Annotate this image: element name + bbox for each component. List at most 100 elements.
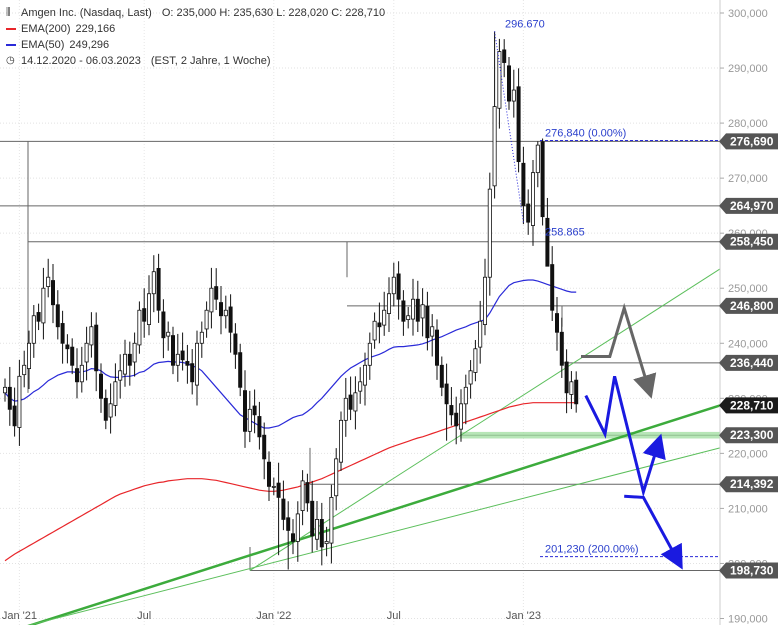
candles (3, 31, 579, 570)
price-annotations: 296.670 276,840 (0.00%) 258.865 201,230 (20… (505, 18, 639, 555)
ema200-path (4, 402, 577, 562)
candle-body (473, 348, 478, 373)
candle-body (468, 370, 473, 385)
ema50-label: EMA(50) (21, 39, 65, 51)
level-badge-bg (719, 427, 778, 444)
candle-body (242, 390, 247, 432)
candle-body (123, 353, 128, 375)
candle-body (233, 333, 238, 355)
candle-body (185, 361, 190, 366)
candle-body (377, 322, 382, 328)
candle-body (17, 375, 22, 428)
ema200-swatch (6, 28, 16, 30)
candle-body (166, 331, 171, 337)
legend-ema50-row: EMA(50) 249,296 (6, 37, 385, 53)
last-close-badge: 228,710 (730, 398, 774, 412)
candle-body (401, 300, 406, 322)
period-interval: (EST, 2 Jahre, 1 Woche) (150, 55, 271, 67)
candle-body (170, 335, 175, 366)
level-badge-bg (719, 562, 778, 579)
candle-body (425, 305, 430, 339)
candle-body (36, 312, 41, 322)
candle-body (386, 293, 391, 314)
candle-body (214, 286, 219, 300)
trend-line-main (27, 404, 721, 625)
price-annotation: 258.865 (545, 226, 585, 238)
candle-body (382, 309, 387, 326)
candle-body (94, 324, 99, 372)
candle-body (310, 500, 315, 537)
x-tick-label: Jan '23 (506, 610, 541, 622)
candle-body (550, 264, 555, 311)
candle-body (502, 49, 507, 63)
candle-body (540, 141, 545, 218)
y-tick-label: 240,000 (728, 338, 768, 350)
candle-body (65, 344, 70, 350)
candle-body (372, 320, 377, 341)
candle-body (319, 519, 324, 548)
x-tick-label: Jan '22 (256, 610, 291, 622)
candle-body (516, 86, 521, 163)
candle-body (406, 315, 411, 321)
candle-body (199, 331, 204, 344)
grid-lines (0, 0, 720, 625)
candle-body (79, 364, 84, 383)
candle-body (262, 434, 267, 460)
projection-gray-arrow (581, 302, 657, 399)
y-tick-label: 210,000 (728, 503, 768, 515)
candle-body (535, 144, 540, 174)
candle-body (334, 458, 339, 497)
candle-body (343, 397, 348, 421)
trend-line-lower (29, 447, 721, 625)
candle-body (223, 309, 228, 317)
candle-body (146, 293, 151, 325)
candle-body (511, 89, 516, 102)
candle-body (545, 217, 550, 267)
y-tick-label: 290,000 (728, 63, 768, 75)
candle-body (410, 298, 415, 320)
price-annotation: 276,840 (0.00%) (545, 127, 626, 139)
level-badge-bg (719, 354, 778, 371)
candle-body (353, 392, 358, 412)
candle-body (314, 519, 319, 540)
ema50-swatch (6, 44, 16, 46)
candle-body (338, 419, 343, 463)
candlestick-icon: ⫼ (6, 7, 11, 18)
candle-body (103, 397, 108, 421)
candle-body (444, 383, 449, 405)
candle-body (247, 408, 252, 432)
candle-body (463, 386, 468, 405)
candle-body (89, 326, 94, 346)
trend-lines (27, 268, 721, 625)
level-badge: 223,300 (730, 428, 774, 442)
clock-icon: ◷ (6, 55, 15, 66)
candle-body (51, 280, 56, 306)
candle-body (324, 541, 329, 545)
candle-body (257, 416, 262, 438)
x-tick-label: Jul (387, 610, 401, 622)
projection-blue-arrow-down (624, 494, 683, 570)
candle-body (497, 51, 502, 109)
candle-body (358, 381, 363, 392)
candle-body (521, 162, 526, 207)
candle-body (415, 298, 420, 322)
level-badge-bg (719, 233, 778, 250)
level-badge: 246,800 (730, 299, 774, 313)
peak-leader (494, 31, 524, 223)
level-badge-bg (719, 197, 778, 214)
candle-body (108, 403, 113, 418)
candle-body (295, 513, 300, 542)
y-tick-label: 250,000 (728, 283, 768, 295)
candle-body (305, 482, 310, 504)
candle-body (84, 342, 89, 363)
price-annotation: 296.670 (505, 18, 545, 30)
price-annotation: 201,230 (200.00%) (545, 544, 639, 556)
y-tick-label: 300,000 (728, 8, 768, 20)
ema200-label: EMA(200) (21, 23, 71, 35)
level-badge: 276,690 (730, 134, 774, 148)
candle-body (478, 320, 483, 348)
candle-body (7, 386, 12, 410)
candle-body (75, 368, 80, 383)
candle-body (228, 306, 233, 333)
candle-body (420, 304, 425, 319)
